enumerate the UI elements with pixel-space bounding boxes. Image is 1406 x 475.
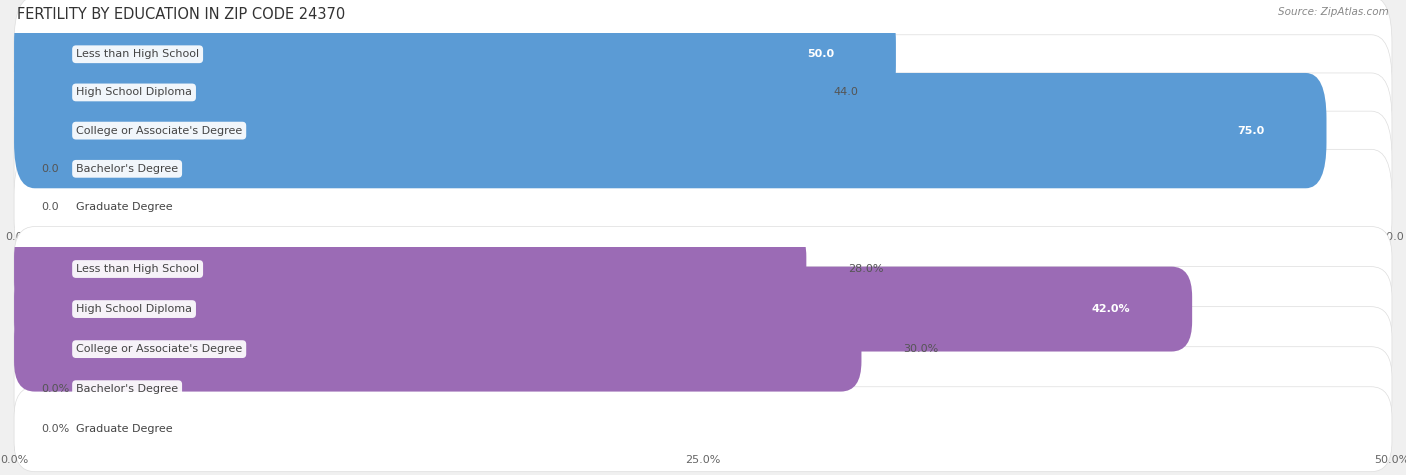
FancyBboxPatch shape: [14, 73, 1392, 188]
FancyBboxPatch shape: [14, 307, 862, 391]
Text: 75.0: 75.0: [1237, 125, 1264, 136]
FancyBboxPatch shape: [14, 387, 1392, 472]
FancyBboxPatch shape: [14, 0, 1392, 112]
Text: 0.0: 0.0: [42, 164, 59, 174]
Text: 0.0%: 0.0%: [42, 424, 70, 434]
FancyBboxPatch shape: [14, 347, 1392, 432]
Text: Graduate Degree: Graduate Degree: [76, 202, 173, 212]
Text: 28.0%: 28.0%: [848, 264, 883, 274]
Text: Source: ZipAtlas.com: Source: ZipAtlas.com: [1278, 7, 1389, 17]
FancyBboxPatch shape: [14, 111, 1392, 227]
FancyBboxPatch shape: [14, 73, 1326, 188]
Text: 50.0: 50.0: [807, 49, 834, 59]
FancyBboxPatch shape: [14, 149, 1392, 265]
Text: High School Diploma: High School Diploma: [76, 304, 193, 314]
FancyBboxPatch shape: [14, 227, 1392, 312]
FancyBboxPatch shape: [14, 35, 793, 150]
Text: 0.0: 0.0: [42, 202, 59, 212]
FancyBboxPatch shape: [14, 0, 896, 112]
Text: Bachelor's Degree: Bachelor's Degree: [76, 384, 179, 394]
Text: 30.0%: 30.0%: [903, 344, 938, 354]
FancyBboxPatch shape: [14, 307, 1392, 391]
Text: 42.0%: 42.0%: [1091, 304, 1130, 314]
Text: Graduate Degree: Graduate Degree: [76, 424, 173, 434]
Text: Less than High School: Less than High School: [76, 49, 200, 59]
Text: 44.0: 44.0: [834, 87, 859, 97]
FancyBboxPatch shape: [14, 227, 807, 312]
Text: High School Diploma: High School Diploma: [76, 87, 193, 97]
Text: FERTILITY BY EDUCATION IN ZIP CODE 24370: FERTILITY BY EDUCATION IN ZIP CODE 24370: [17, 7, 344, 22]
Text: Bachelor's Degree: Bachelor's Degree: [76, 164, 179, 174]
FancyBboxPatch shape: [14, 266, 1392, 352]
Text: College or Associate's Degree: College or Associate's Degree: [76, 125, 242, 136]
Text: 0.0%: 0.0%: [42, 384, 70, 394]
Text: College or Associate's Degree: College or Associate's Degree: [76, 344, 242, 354]
Text: Less than High School: Less than High School: [76, 264, 200, 274]
FancyBboxPatch shape: [14, 266, 1192, 352]
FancyBboxPatch shape: [14, 35, 1392, 150]
